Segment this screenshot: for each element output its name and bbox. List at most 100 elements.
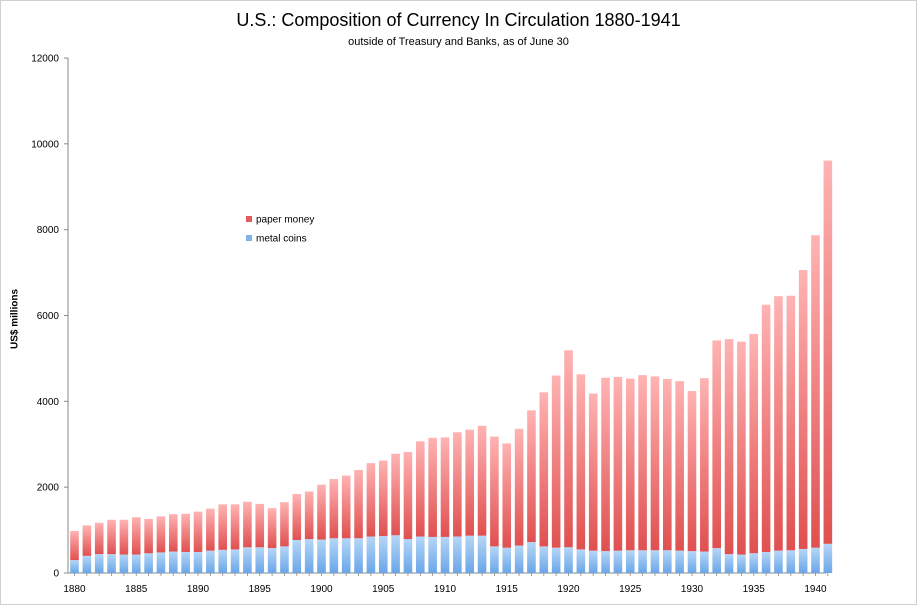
bar-paper-money [761, 304, 771, 552]
bar-paper-money [144, 518, 153, 554]
bar-paper-money [107, 519, 116, 555]
x-tick-label: 1930 [681, 584, 704, 595]
bar-metal-coins [564, 547, 573, 573]
bar-paper-money [317, 484, 326, 540]
bar-metal-coins [218, 549, 227, 573]
bar-paper-money [576, 374, 586, 550]
bar-paper-money [527, 410, 536, 543]
bar-metal-coins [576, 549, 586, 573]
bar-paper-money [774, 296, 783, 551]
bar-metal-coins [613, 550, 623, 573]
x-tick-label: 1905 [372, 584, 395, 595]
bar-paper-money [341, 475, 351, 539]
x-tick-label: 1940 [804, 584, 827, 595]
bar-paper-money [119, 519, 129, 555]
bar-metal-coins [391, 535, 400, 573]
bar-metal-coins [119, 554, 129, 573]
bar-metal-coins [82, 555, 92, 573]
x-tick-label: 1880 [63, 584, 86, 595]
bar-paper-money [551, 375, 561, 548]
legend-label-metal-coins: metal coins [256, 234, 307, 245]
bar-paper-money [366, 463, 376, 537]
x-tick-label: 1935 [743, 584, 766, 595]
bar-paper-money [465, 429, 474, 536]
bar-metal-coins [774, 550, 783, 573]
bar-paper-money [477, 425, 487, 536]
bar-paper-money [428, 437, 437, 537]
x-tick-label: 1895 [249, 584, 272, 595]
bar-metal-coins [267, 548, 277, 573]
bar-paper-money [255, 503, 265, 548]
bar-paper-money [502, 443, 512, 548]
x-tick-label: 1920 [557, 584, 580, 595]
bar-metal-coins [638, 550, 647, 573]
bar-paper-money [193, 511, 203, 552]
bar-metal-coins [131, 554, 141, 573]
bar-metal-coins [551, 547, 561, 573]
bar-metal-coins [761, 551, 771, 573]
bar-metal-coins [70, 560, 79, 573]
bar-metal-coins [156, 552, 166, 573]
bar-metal-coins [465, 535, 474, 573]
bar-metal-coins [440, 536, 450, 573]
y-tick-label: 0 [53, 569, 59, 580]
bar-paper-money [539, 392, 549, 547]
y-tick-label: 10000 [31, 139, 59, 150]
x-tick-label: 1890 [187, 584, 210, 595]
bar-metal-coins [539, 546, 549, 573]
bar-metal-coins [625, 550, 635, 573]
bar-paper-money [712, 340, 721, 549]
bar-paper-money [564, 350, 573, 548]
legend-swatch-metal-coins [246, 235, 252, 241]
y-tick-label: 4000 [37, 397, 60, 408]
bar-metal-coins [798, 548, 808, 573]
bar-metal-coins [823, 543, 833, 573]
bar-paper-money [131, 517, 141, 555]
x-tick-label: 1910 [434, 584, 457, 595]
bar-metal-coins [341, 538, 351, 573]
chart-title: U.S.: Composition of Currency In Circula… [236, 10, 681, 30]
y-tick-label: 8000 [37, 225, 60, 236]
bar-paper-money [700, 378, 709, 552]
bar-paper-money [638, 375, 647, 551]
bar-metal-coins [329, 538, 339, 573]
bar-paper-money [786, 295, 796, 551]
bar-paper-money [378, 460, 388, 537]
bar-metal-coins [366, 536, 376, 573]
bar-metal-coins [378, 536, 388, 573]
bar-metal-coins [255, 547, 265, 573]
bar-metal-coins [144, 553, 153, 573]
bar-paper-money [94, 522, 104, 555]
legend-swatch-paper-money [246, 216, 252, 222]
bar-metal-coins [181, 551, 190, 573]
bar-paper-money [169, 514, 178, 552]
bar-metal-coins [514, 545, 524, 573]
bar-metal-coins [243, 547, 252, 573]
bar-paper-money [280, 502, 289, 547]
bar-metal-coins [477, 535, 487, 573]
bar-metal-coins [650, 550, 660, 573]
bar-paper-money [243, 501, 252, 548]
bar-paper-money [391, 453, 400, 536]
bar-paper-money [403, 451, 413, 540]
y-tick-label: 6000 [37, 311, 60, 322]
bar-paper-money [514, 428, 524, 546]
bar-paper-money [156, 516, 166, 553]
bar-metal-coins [403, 539, 413, 573]
y-tick-label: 12000 [31, 54, 59, 65]
x-tick-label: 1900 [310, 584, 333, 595]
bar-metal-coins [354, 538, 363, 573]
bar-paper-money [230, 504, 240, 550]
bar-metal-coins [749, 553, 759, 573]
bar-paper-money [625, 378, 635, 551]
bar-paper-money [453, 432, 462, 537]
bar-metal-coins [453, 536, 462, 573]
bar-metal-coins [317, 539, 326, 573]
bar-paper-money [329, 479, 339, 539]
bar-paper-money [798, 270, 808, 549]
legend-label-paper-money: paper money [256, 215, 314, 226]
y-tick-label: 2000 [37, 483, 60, 494]
bar-metal-coins [663, 550, 672, 573]
